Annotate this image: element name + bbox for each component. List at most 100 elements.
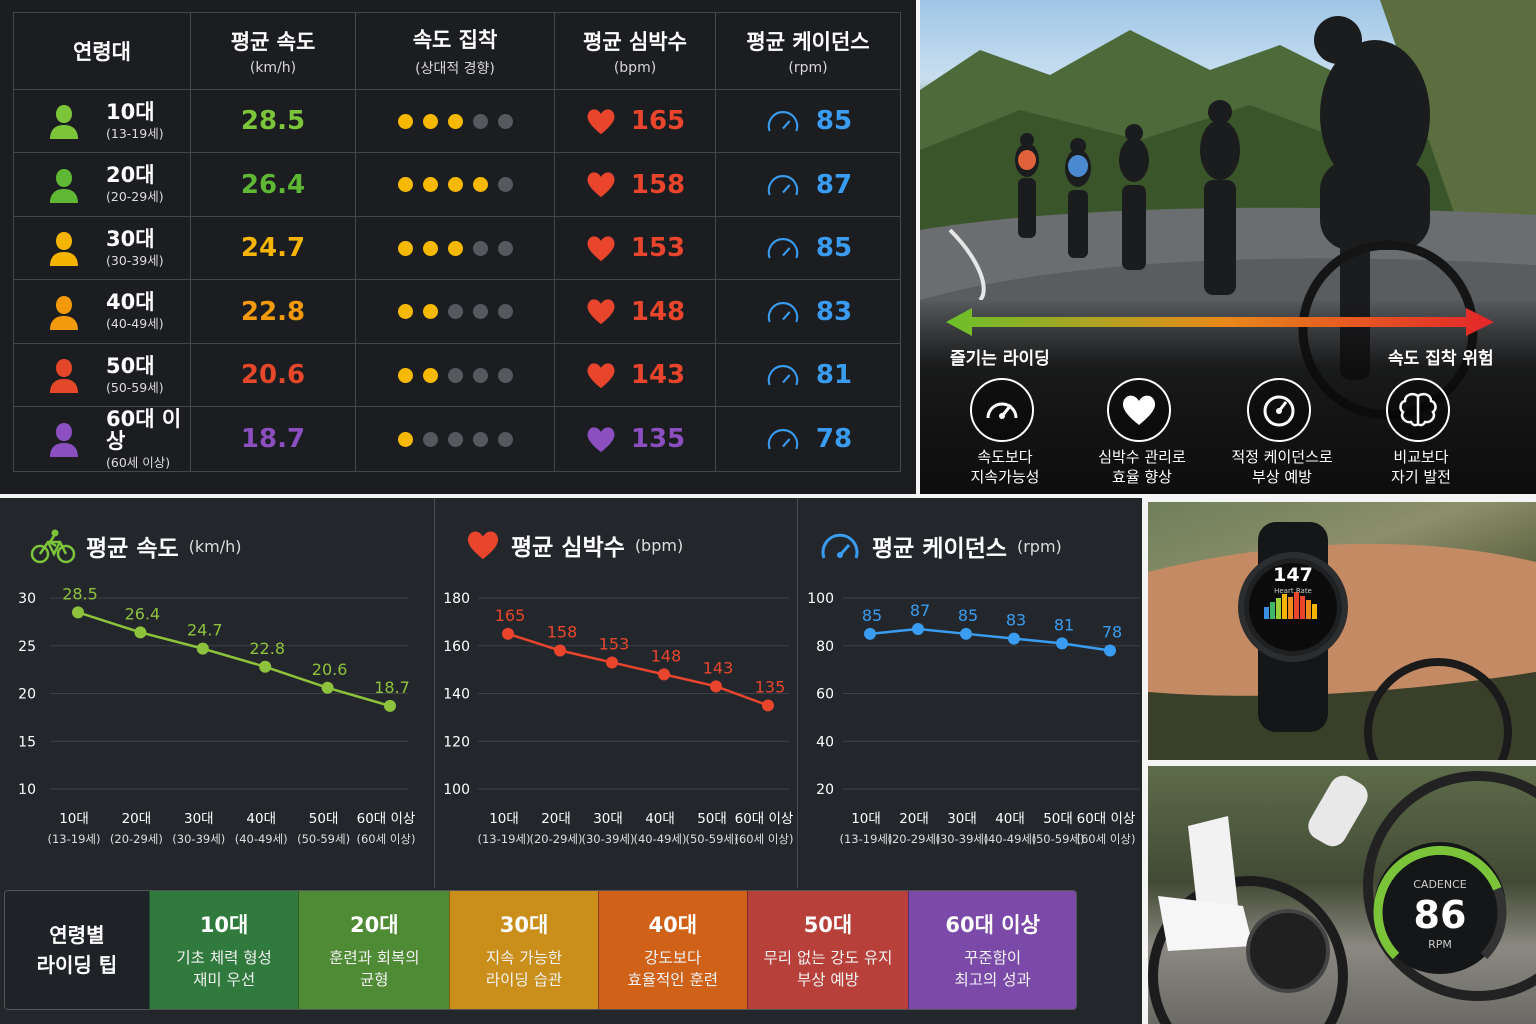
speed-chart-unit: (km/h) [188,536,242,556]
gauge-icon [1247,378,1311,442]
x-tick-label: 20대 [899,811,929,827]
speed-cell: 28.5 [190,88,356,154]
x-tick-sublabel: (13-19세) [478,832,531,846]
speed-cell: 22.8 [190,279,356,344]
tip-card-line: 훈련과 회복의 [329,949,420,967]
cadence-cell: 85 [715,88,901,154]
tip-text-3: 적정 케이던스로 부상 예방 [1231,448,1333,486]
tip-card-line: 부상 예방 [796,971,859,989]
cadence-cell: 78 [715,406,901,472]
header-obsession: 속도 집착 (상대적 경향) [355,12,555,90]
tip-card-line: 최고의 성과 [954,971,1031,989]
y-tick-label: 180 [443,591,470,607]
tip-card-age: 10대 [199,913,249,937]
tip-card-age: 50대 [803,913,853,937]
hr-value: 153 [630,233,686,264]
age-range: (40-49세) [106,316,164,332]
chart-divider [797,498,798,888]
table-row: 50대 (50-59세) 20.6 143 81 [13,342,901,408]
table-row: 60대 이상 (60세 이상) 18.7 135 78 [13,406,901,472]
obsession-dot [497,367,513,383]
obsession-dot [422,113,438,129]
y-tick-label: 80 [816,639,834,655]
data-point [864,627,876,640]
tip-text-1: 속도보다 지속가능성 [970,448,1040,486]
tip-card-age: 30대 [499,913,549,937]
obsession-dot [447,304,463,320]
obsession-dot [447,177,463,193]
header-hr-unit: (bpm) [613,60,657,76]
gauge-icon [767,365,799,386]
cyclists-road-photo: 즐기는 라이딩 속도 집착 위험 속도보다 지속가능성 심박수 관리로 효율 향상 … [920,0,1536,494]
speed-chart-plot: 10 15 20 25 30 28.5 26.4 24.7 22.8 20.6 18.7 10대 (13… [18,584,415,846]
table-row: 20대 (20-29세) 26.4 158 87 [13,152,901,217]
data-point [134,626,147,639]
age-cell: 30대 (30-39세) [13,215,191,281]
y-tick-label: 40 [816,734,834,750]
speedometer-icon [970,378,1034,442]
obsession-cell [355,342,555,408]
data-label: 24.7 [187,621,223,640]
gauge-icon [767,174,799,196]
speed-spectrum-arrow [946,308,1494,336]
speed-cell: 20.6 [190,342,356,408]
hr-chart-unit: (bpm) [634,535,684,555]
data-label: 20.6 [312,660,348,679]
person-icon [50,232,78,267]
heart-icon [587,299,615,325]
age-range: (60세 이상) [106,454,171,470]
tips-heading: 연령별 라이딩 팁 [5,891,149,1009]
age-stats-table: 연령대 평균 속도 (km/h) 속도 집착 (상대적 경향) 평균 심박수 (bpm… [13,12,901,472]
data-point [72,606,84,619]
tip-card-line: 라이딩 습관 [485,971,563,989]
header-heart-rate: 평균 심박수 (bpm) [554,12,716,90]
obsession-dot [397,240,413,256]
y-tick-label: 15 [18,734,36,750]
x-tick-sublabel: (13-19세) [48,832,101,846]
x-tick-label: 50대 [1043,811,1073,827]
stats-table-panel: 연령대 평균 속도 (km/h) 속도 집착 (상대적 경향) 평균 심박수 (bpm… [0,0,916,494]
data-label: 78 [1102,623,1122,642]
data-label: 143 [703,658,734,677]
cadence-chart-header: 평균 케이던스 (rpm) [818,528,1062,564]
cadence-value: 87 [815,169,853,200]
age-name: 30대 [106,226,155,251]
tip-card-age: 40대 [648,913,698,937]
heart-icon [587,236,615,261]
data-point [1104,644,1116,657]
enjoy-riding-label: 즐기는 라이딩 [950,349,1050,369]
age-cell: 20대 (20-29세) [13,152,191,217]
hr-cell: 158 [554,152,716,217]
data-label: 85 [862,606,882,625]
x-tick-label: 40대 [995,811,1025,827]
hr-chart-plot: 100 120 140 160 180 165 158 153 148 143 135 10대 (13-… [443,591,793,846]
person-icon [50,105,78,140]
obsession-dot [497,304,513,320]
x-tick-sublabel: (50-59세) [297,832,350,846]
charts-panel: 평균 속도 (km/h) 10 15 20 25 30 28.5 26.4 24.7 22.8 2… [0,498,1142,1024]
table-row: 10대 (13-19세) 28.5 165 85 [13,88,901,154]
data-point [960,627,972,640]
hr-cell: 153 [554,215,716,281]
speed-cell: 24.7 [190,215,356,281]
age-name: 20대 [106,163,155,188]
obsession-dot [422,240,438,256]
obsession-dot [447,431,463,447]
series-line [507,632,769,707]
data-point [196,642,209,655]
tip-card: 20대 훈련과 회복의 균형 [298,891,450,1009]
gauge-icon [767,429,799,450]
speed-value: 26.4 [240,169,306,200]
y-tick-label: 160 [443,639,470,655]
data-point [658,668,670,681]
bicycle-icon [30,529,76,564]
header-cadence: 평균 케이던스 (rpm) [715,12,901,90]
header-speed-unit: (km/h) [249,60,297,76]
age-range: (50-59세) [106,379,164,395]
y-tick-label: 20 [18,687,36,703]
cadence-gauge-title: CADENCE [1413,878,1467,891]
hr-value: 165 [630,106,686,137]
tip-text-4: 비교보다 자기 발전 [1391,448,1451,486]
hr-cell: 143 [554,342,716,408]
tip-card: 40대 강도보다 효율적인 훈련 [597,891,747,1009]
